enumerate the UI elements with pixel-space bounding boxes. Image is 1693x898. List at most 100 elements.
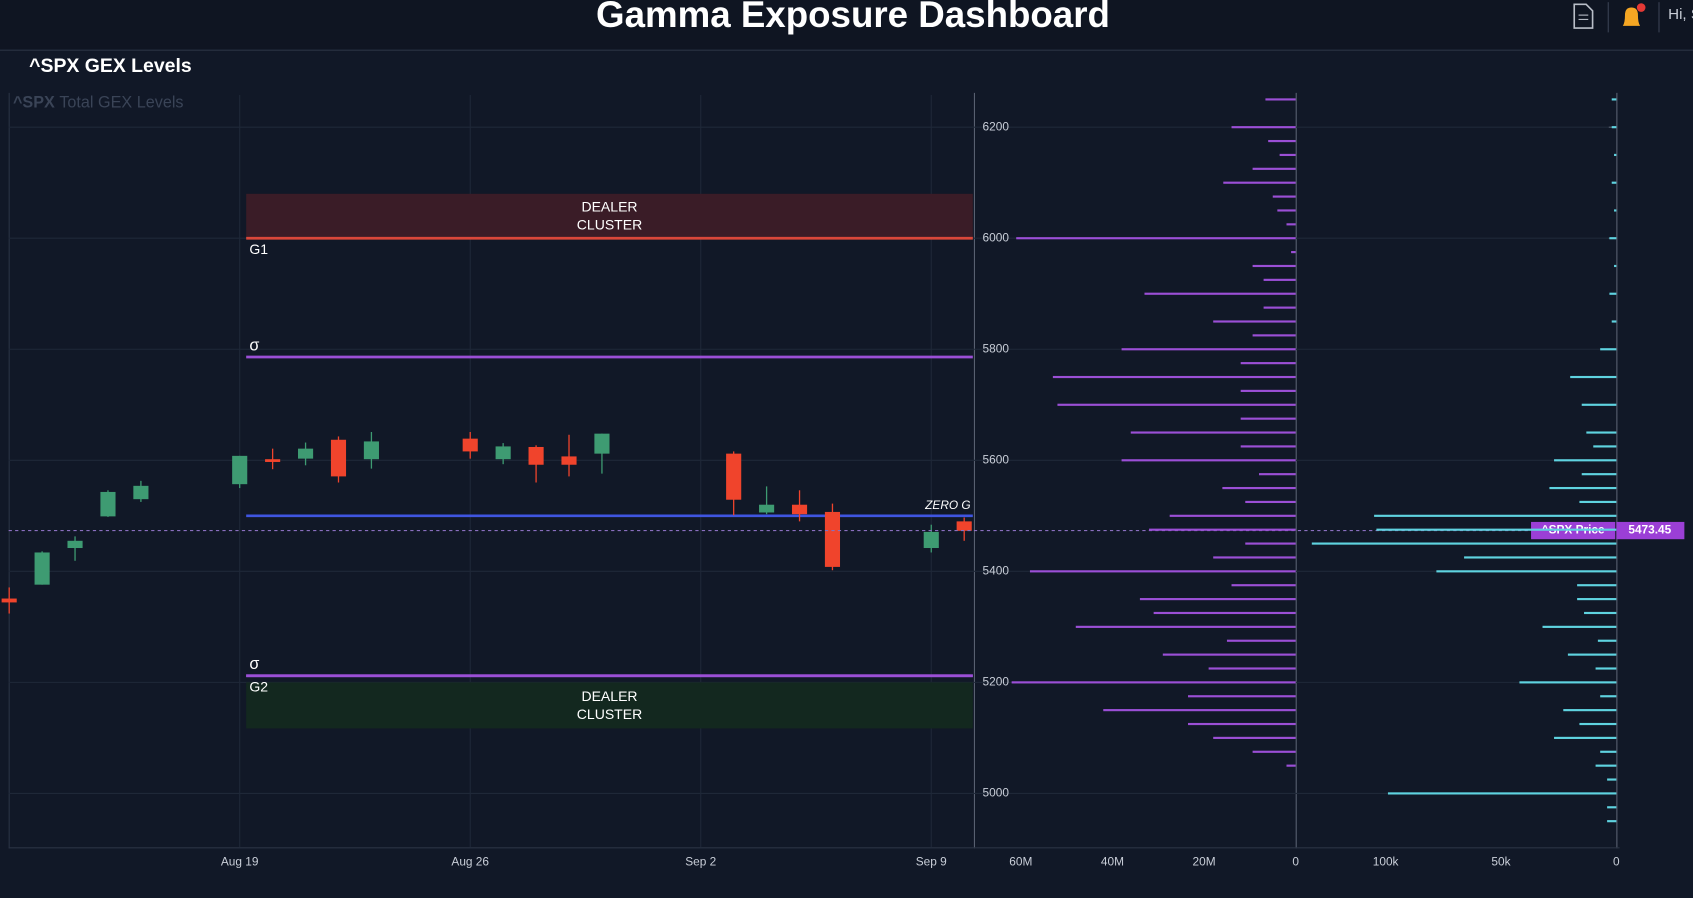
y-tick-label: 6000 <box>983 230 1010 244</box>
gex-bar <box>1213 320 1296 323</box>
candle-body <box>34 552 50 585</box>
gex-bar <box>1581 473 1617 476</box>
gex-bar <box>1121 459 1296 462</box>
gex-bar <box>1542 625 1617 628</box>
bell-badge <box>1636 3 1646 12</box>
gex-bar <box>1272 195 1296 198</box>
gex-bar <box>1607 806 1617 809</box>
gex-bar <box>1213 736 1296 739</box>
gex-bar <box>1279 153 1296 157</box>
gex-bar <box>1611 126 1617 129</box>
gex-level-label: ZERO G <box>924 498 970 512</box>
candle-body <box>726 453 742 500</box>
gex-bar <box>1286 764 1296 767</box>
gex-bar <box>1554 459 1617 462</box>
gex-bar <box>1291 251 1296 254</box>
candle-body <box>956 521 972 531</box>
gex-bar <box>1595 764 1617 767</box>
gex-bar <box>1614 264 1617 268</box>
price-tag-value: 5473.45 <box>1628 523 1671 537</box>
gex-bar <box>1436 570 1617 573</box>
gex-bar <box>1597 639 1617 642</box>
page-title: Gamma Exposure Dashboard <box>596 0 1110 35</box>
gex-bar <box>1231 126 1296 129</box>
candle-body <box>100 491 116 517</box>
x-tick-label: 50k <box>1491 855 1510 869</box>
gex-bar <box>1240 389 1296 392</box>
candle-body <box>824 511 841 567</box>
gex-bar <box>1554 736 1617 739</box>
gex-bar <box>1245 542 1296 545</box>
x-tick-label: 0 <box>1292 855 1299 869</box>
gex-bar <box>1252 750 1296 753</box>
gex-bar <box>1519 681 1617 684</box>
gex-bar <box>1567 653 1617 656</box>
document-shape <box>1573 3 1594 29</box>
zone-label-line: DEALER <box>581 687 637 703</box>
candle-body <box>495 446 511 460</box>
candle-body <box>594 433 610 454</box>
gex-bar <box>1614 209 1617 212</box>
gex-bar <box>1240 445 1296 448</box>
user-greeting[interactable]: Hi, S <box>1668 6 1693 23</box>
gex-bar <box>1577 598 1617 601</box>
gex-bar <box>1600 750 1617 753</box>
zone-label-line: DEALER <box>581 198 637 214</box>
gex-bar <box>1265 98 1296 101</box>
x-tick-label: 20M <box>1193 855 1216 869</box>
price-tag-value-box <box>1616 521 1685 540</box>
gex-bar <box>1611 320 1617 323</box>
gex-bar <box>1311 542 1617 545</box>
gex-bar <box>1607 778 1617 781</box>
gex-bar <box>1139 598 1296 601</box>
candle-body <box>330 439 347 477</box>
dealer-cluster-zone <box>246 193 973 239</box>
x-tick-label: 60M <box>1009 855 1032 869</box>
gex-bar <box>1286 223 1296 226</box>
y-tick-label: 5400 <box>983 563 1010 577</box>
gex-bar <box>1103 709 1296 712</box>
zone-label-line: CLUSTER <box>577 216 642 232</box>
gex-bar <box>1240 417 1296 420</box>
header-bar <box>0 0 1693 50</box>
gex-bar <box>1577 584 1617 587</box>
gex-bar <box>1057 403 1296 406</box>
x-tick-label: Aug 19 <box>221 855 259 869</box>
watermark-text: Total GEX Levels <box>59 94 183 112</box>
x-tick-label: 0 <box>1613 855 1620 869</box>
candle-body <box>561 456 577 465</box>
notification-bell[interactable] <box>1622 3 1646 26</box>
candle-body <box>462 438 478 452</box>
panel-title: ^SPX GEX Levels <box>29 55 192 77</box>
document-icon[interactable] <box>1573 3 1594 29</box>
gex-bar <box>1600 695 1617 698</box>
gex-bar <box>1579 500 1617 504</box>
gex-bar <box>1052 375 1296 379</box>
gex-bar <box>1245 500 1296 504</box>
gex-bar <box>1387 792 1617 795</box>
candle-body <box>133 485 149 500</box>
candle-body <box>67 540 83 549</box>
gex-bar <box>1029 570 1296 573</box>
candle-body <box>923 531 939 549</box>
gex-bar <box>1231 584 1296 587</box>
candle-body <box>791 504 808 515</box>
gex-bar <box>1263 306 1296 309</box>
gex-bar <box>1579 722 1617 726</box>
gex-level-label: G1 <box>249 241 268 257</box>
gex-bar <box>1563 709 1617 712</box>
gex-bar <box>1016 237 1296 240</box>
gex-bar <box>1144 292 1296 295</box>
candle-body <box>265 459 281 462</box>
y-tick-label: 5600 <box>983 452 1010 466</box>
gex-bar <box>1188 695 1296 698</box>
gex-bar <box>1600 348 1617 351</box>
gex-bar <box>1121 348 1296 351</box>
y-tick-label: 5000 <box>983 786 1010 800</box>
gex-bar <box>1277 209 1296 212</box>
gex-bar <box>1226 639 1296 642</box>
gex-bar <box>1549 486 1617 490</box>
gex-bar <box>1169 514 1296 517</box>
